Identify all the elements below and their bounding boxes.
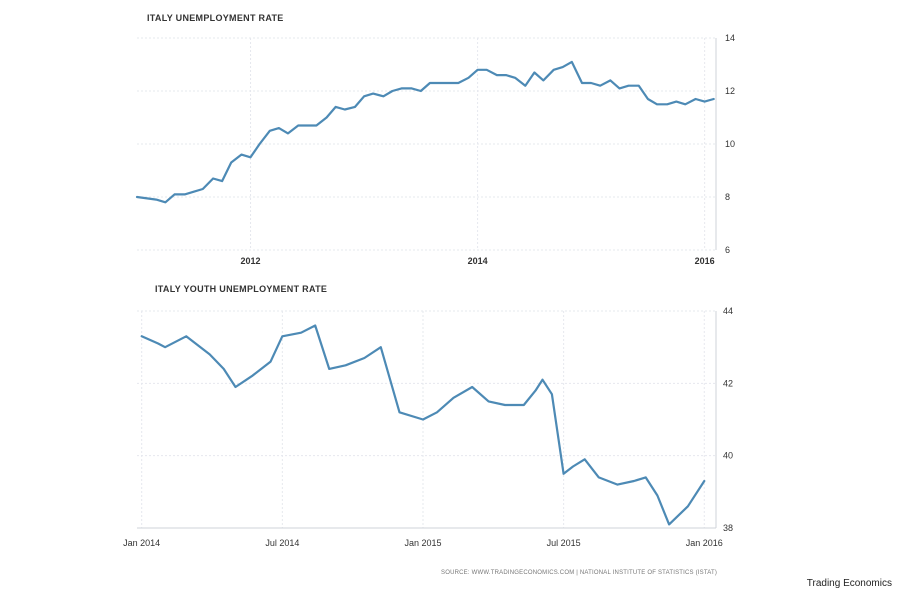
chart-title: ITALY YOUTH UNEMPLOYMENT RATE <box>155 284 327 294</box>
unemployment-chart: ITALY UNEMPLOYMENT RATE 6 8 10 12 14 2012 2014… <box>135 13 735 266</box>
y-tick-label: 8 <box>725 192 730 202</box>
x-tick-label: Jan 2014 <box>123 538 160 548</box>
youth-unemployment-chart: ITALY YOUTH UNEMPLOYMENT RATE 38 40 42 44 Ja… <box>123 284 733 548</box>
y-tick-label: 12 <box>725 86 735 96</box>
y-tick-label: 14 <box>725 33 735 43</box>
source-note: SOURCE: WWW.TRADINGECONOMICS.COM | NATIO… <box>441 570 717 576</box>
y-tick-label: 38 <box>723 523 733 533</box>
y-tick-label: 10 <box>725 139 735 149</box>
x-tick-label: Jul 2014 <box>265 538 299 548</box>
x-tick-label: Jul 2015 <box>547 538 581 548</box>
x-tick-label: 2016 <box>695 256 715 266</box>
series-line <box>135 60 715 204</box>
y-tick-label: 42 <box>723 378 733 388</box>
y-tick-label: 6 <box>725 245 730 255</box>
x-tick-label: Jan 2015 <box>404 538 441 548</box>
x-tick-label: 2012 <box>241 256 261 266</box>
y-tick-label: 44 <box>723 306 733 316</box>
x-tick-label: Jan 2016 <box>686 538 723 548</box>
x-tick-label: 2014 <box>468 256 488 266</box>
credit-label: Trading Economics <box>806 578 892 589</box>
series-line <box>140 324 706 526</box>
y-tick-label: 40 <box>723 451 733 461</box>
chart-title: ITALY UNEMPLOYMENT RATE <box>147 13 284 23</box>
